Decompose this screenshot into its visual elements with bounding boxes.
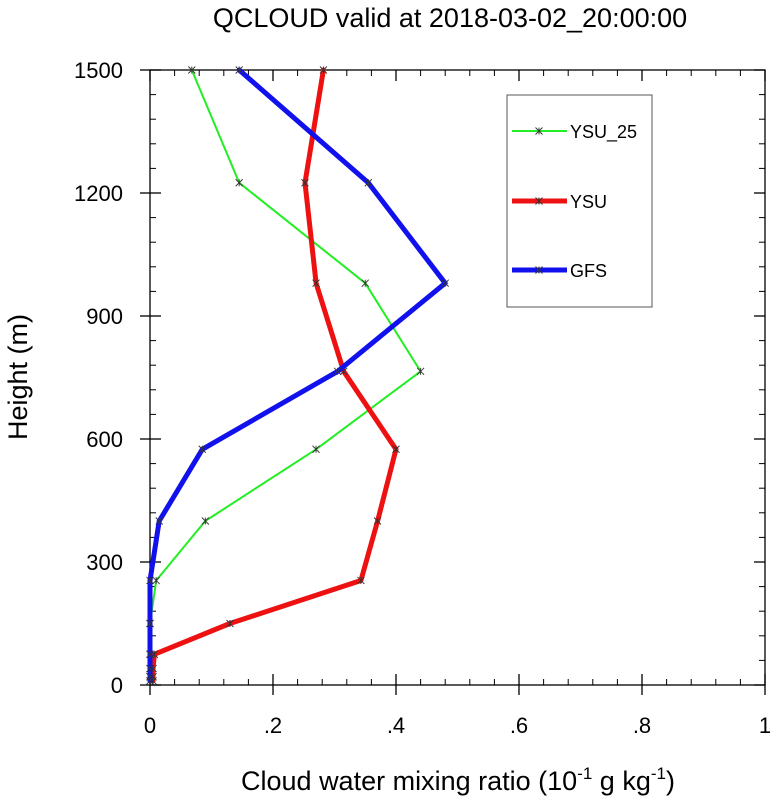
- y-tick-label: 900: [86, 304, 123, 329]
- series-marker: [146, 672, 154, 681]
- series-marker: [146, 576, 154, 585]
- y-tick-label: 600: [86, 427, 123, 452]
- series-gfs: [146, 66, 450, 685]
- series-marker: [535, 127, 543, 135]
- series-marker: [301, 178, 309, 187]
- x-axis-tick-labels: 0 .2 .4 .6 .8 1: [144, 713, 771, 738]
- series-marker: [312, 445, 320, 454]
- series-marker: [235, 178, 243, 187]
- series-marker: [146, 619, 154, 628]
- series-ysu: [149, 66, 400, 685]
- x-tick-label: 1: [759, 713, 771, 738]
- series-marker: [226, 619, 234, 628]
- y-tick-label: 1200: [74, 181, 123, 206]
- series-marker: [361, 279, 370, 288]
- plot-frame: [149, 69, 766, 686]
- series-line: [149, 69, 422, 682]
- axis-ticks: [140, 69, 766, 695]
- series-marker: [152, 576, 160, 585]
- legend-label: GFS: [570, 261, 607, 281]
- series-line: [150, 67, 399, 684]
- x-tick-label: .8: [633, 713, 651, 738]
- series-marker: [392, 445, 400, 454]
- series-marker: [155, 517, 164, 525]
- series-marker: [146, 664, 154, 673]
- y-tick-label: 0: [111, 673, 123, 698]
- series-marker: [357, 576, 365, 585]
- y-tick-label: 1500: [74, 58, 123, 83]
- legend-label: YSU: [570, 192, 607, 212]
- chart-title: QCLOUD valid at 2018-03-02_20:00:00: [213, 3, 687, 33]
- series-marker: [441, 279, 450, 288]
- series-marker: [312, 279, 320, 288]
- series-layer: [146, 66, 450, 685]
- series-marker: [235, 66, 243, 74]
- series-marker: [146, 650, 154, 659]
- x-tick-label: 0: [144, 713, 156, 738]
- legend-label: YSU_25: [570, 122, 637, 143]
- y-axis-label: Height (m): [3, 314, 33, 440]
- x-tick-label: .2: [264, 713, 282, 738]
- legend-item-ysu: YSU: [512, 192, 607, 212]
- series-marker: [188, 66, 196, 74]
- series-marker: [319, 66, 328, 74]
- series-marker: [201, 517, 210, 525]
- legend-item-gfs: GFS: [512, 261, 607, 281]
- series-marker: [535, 266, 543, 274]
- series-marker: [416, 367, 425, 376]
- y-axis-tick-labels: 0 300 600 900 1200 1500: [74, 58, 123, 698]
- x-axis-label: Cloud water mixing ratio (10-1 g kg-1): [241, 764, 675, 796]
- series-marker: [333, 367, 342, 376]
- legend: YSU_25 YSU GFS: [512, 122, 637, 281]
- legend-item-ysu-25: YSU_25: [512, 122, 637, 143]
- series-line: [147, 67, 448, 684]
- series-marker: [364, 178, 373, 187]
- series-marker: [373, 517, 382, 525]
- x-tick-label: .4: [387, 713, 405, 738]
- series-ysu-25: [146, 66, 425, 685]
- series-marker: [535, 197, 543, 205]
- y-tick-label: 300: [86, 550, 123, 575]
- series-marker: [198, 445, 207, 454]
- x-tick-label: .6: [510, 713, 528, 738]
